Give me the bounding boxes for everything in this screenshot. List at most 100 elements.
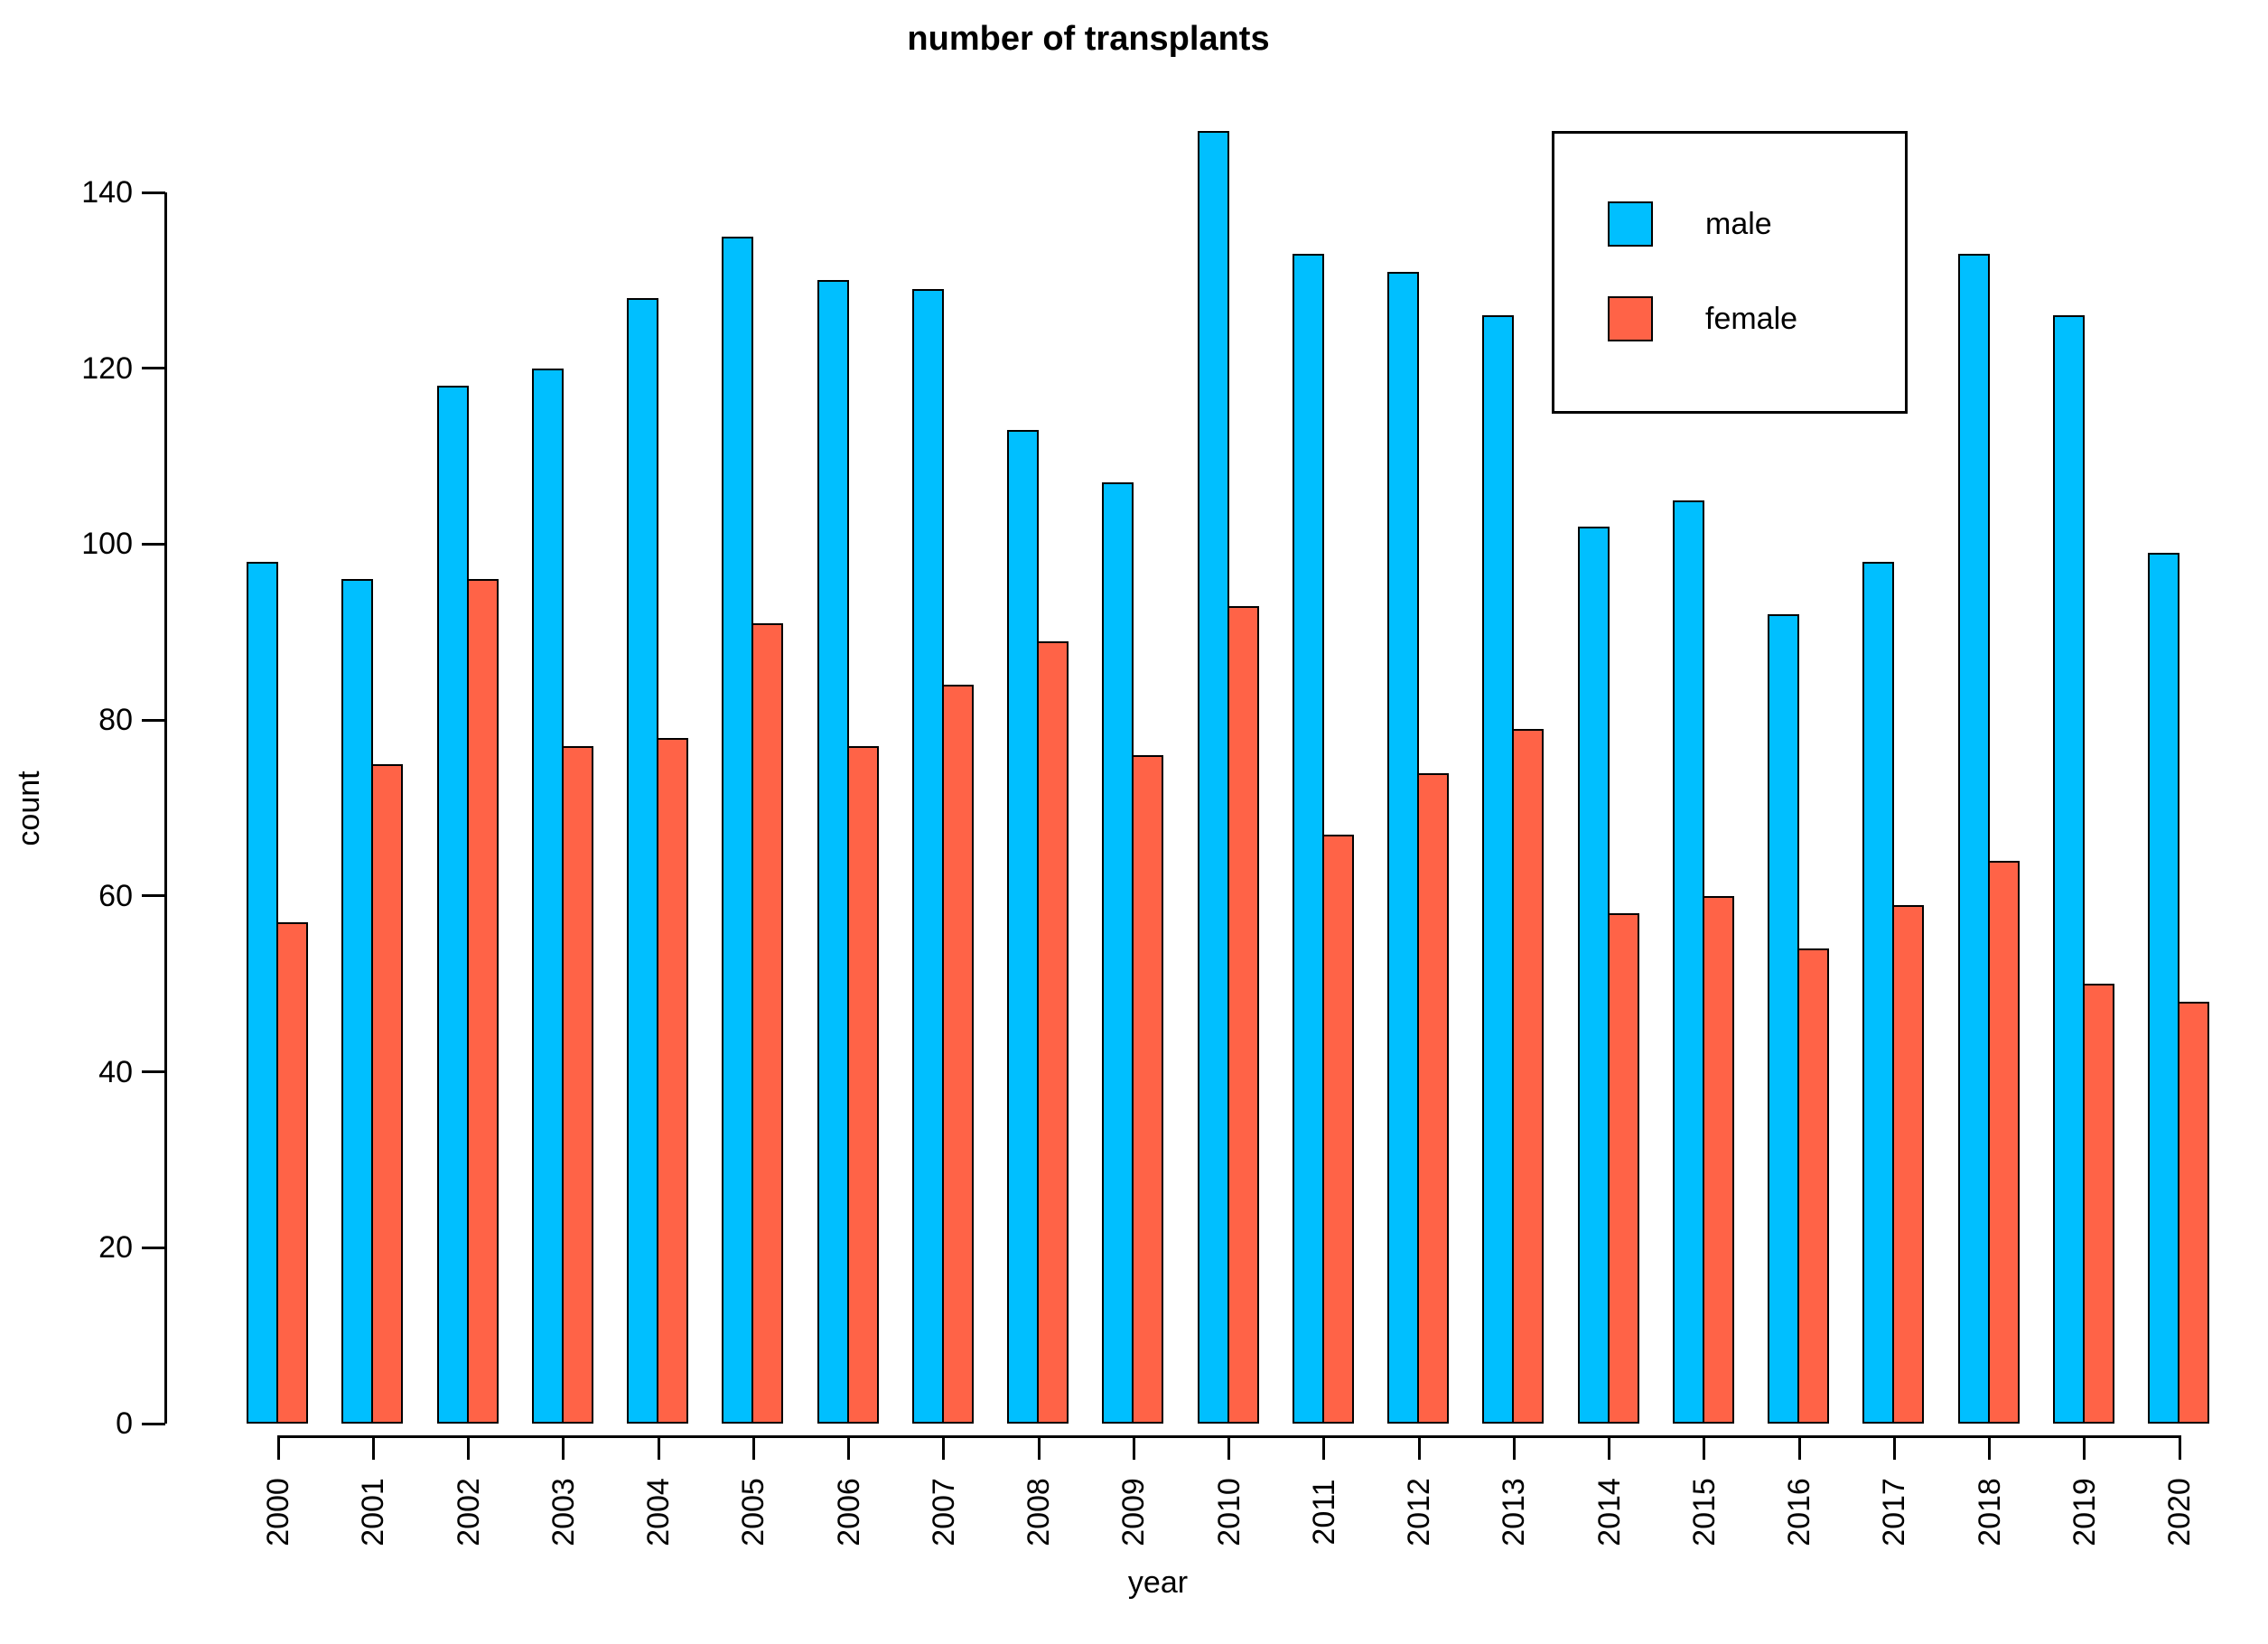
bar-male-2002 <box>436 386 469 1424</box>
bar-male-2018 <box>1957 254 1990 1424</box>
x-tick-label-2015: 2015 <box>1686 1478 1722 1546</box>
x-tick-label-2014: 2014 <box>1591 1478 1627 1546</box>
x-tick <box>942 1435 946 1460</box>
y-axis-line <box>164 192 167 1424</box>
bar-female-2011 <box>1321 834 1354 1424</box>
y-axis-title: count <box>12 771 46 846</box>
x-tick-label-2004: 2004 <box>641 1478 676 1546</box>
x-tick <box>2083 1435 2086 1460</box>
y-tick-label: 0 <box>116 1406 133 1441</box>
y-tick <box>142 1422 165 1425</box>
bar-female-2016 <box>1797 948 1829 1424</box>
legend-swatch-female <box>1608 296 1653 341</box>
bar-male-2001 <box>341 579 374 1424</box>
x-tick-label-2018: 2018 <box>1972 1478 2007 1546</box>
bar-male-2020 <box>2148 553 2179 1424</box>
x-tick-label-2019: 2019 <box>2067 1478 2102 1546</box>
x-tick-label-2008: 2008 <box>1022 1478 1056 1546</box>
bar-female-2017 <box>1892 904 1925 1424</box>
bar-male-2006 <box>817 280 849 1424</box>
bar-male-2017 <box>1862 561 1895 1424</box>
x-tick <box>467 1435 470 1460</box>
x-tick-label-2011: 2011 <box>1306 1479 1341 1546</box>
x-tick <box>1608 1435 1610 1460</box>
bar-male-2013 <box>1482 315 1515 1424</box>
x-tick-label-2006: 2006 <box>831 1478 866 1546</box>
x-tick-label-2002: 2002 <box>451 1478 486 1546</box>
bar-male-2010 <box>1197 130 1229 1424</box>
x-tick-label-2013: 2013 <box>1497 1478 1532 1546</box>
y-tick-label: 40 <box>98 1054 133 1089</box>
y-tick <box>142 718 165 722</box>
x-tick <box>1227 1435 1230 1460</box>
bar-female-2009 <box>1132 755 1164 1424</box>
bar-female-2013 <box>1512 728 1545 1424</box>
x-tick <box>1417 1435 1421 1460</box>
x-tick <box>1703 1435 1706 1460</box>
x-tick-label-2010: 2010 <box>1211 1478 1246 1546</box>
x-tick-label-2000: 2000 <box>261 1478 295 1546</box>
legend-label-male: male <box>1705 207 1772 241</box>
bar-male-2014 <box>1577 527 1610 1424</box>
bar-female-2019 <box>2082 984 2114 1424</box>
x-tick <box>1037 1435 1041 1460</box>
bar-male-2008 <box>1007 429 1039 1424</box>
y-tick-label: 20 <box>98 1230 133 1266</box>
y-tick-label: 60 <box>98 878 133 913</box>
bar-male-2007 <box>911 289 944 1424</box>
x-tick <box>1132 1435 1135 1460</box>
bar-male-2003 <box>531 368 564 1424</box>
y-tick <box>142 367 165 370</box>
bar-female-2007 <box>941 685 974 1424</box>
y-tick <box>142 1246 165 1249</box>
x-tick-label-2012: 2012 <box>1402 1478 1436 1546</box>
x-tick-label-2009: 2009 <box>1116 1478 1152 1546</box>
bar-male-2000 <box>247 561 278 1424</box>
x-axis-title: year <box>1127 1565 1189 1600</box>
x-tick-label-2003: 2003 <box>546 1478 581 1546</box>
bar-female-2004 <box>657 737 688 1424</box>
y-tick-label: 120 <box>81 350 133 386</box>
x-tick <box>1892 1435 1896 1460</box>
x-tick <box>1988 1435 1991 1460</box>
bar-female-2010 <box>1227 605 1259 1424</box>
bar-male-2012 <box>1387 271 1419 1424</box>
bar-female-2003 <box>561 746 593 1424</box>
bar-male-2016 <box>1768 614 1799 1424</box>
bar-female-2008 <box>1037 640 1069 1424</box>
bar-male-2011 <box>1292 254 1324 1424</box>
y-tick-label: 80 <box>98 703 133 738</box>
y-tick-label: 140 <box>81 175 133 210</box>
x-tick-label-2016: 2016 <box>1782 1478 1816 1546</box>
chart-title: number of transplants <box>907 20 1270 58</box>
x-tick-label-2001: 2001 <box>356 1478 391 1546</box>
x-tick <box>562 1435 565 1460</box>
bar-female-2020 <box>2178 1001 2209 1424</box>
x-tick <box>847 1435 850 1460</box>
x-tick <box>657 1435 660 1460</box>
x-tick-label-2017: 2017 <box>1877 1478 1912 1546</box>
bar-female-2002 <box>466 579 499 1424</box>
x-tick-label-2005: 2005 <box>736 1478 771 1546</box>
bar-female-2005 <box>751 623 784 1424</box>
legend-label-female: female <box>1705 302 1798 336</box>
bar-male-2004 <box>627 297 658 1424</box>
legend-swatch-male <box>1608 201 1653 247</box>
x-tick <box>1512 1435 1516 1460</box>
x-tick <box>276 1435 280 1460</box>
bar-female-2015 <box>1702 895 1734 1424</box>
bar-male-2015 <box>1672 500 1704 1424</box>
legend: male female <box>1552 131 1908 414</box>
bar-female-2001 <box>371 763 404 1424</box>
bar-male-2005 <box>722 236 754 1424</box>
bar-female-2014 <box>1607 913 1639 1424</box>
y-tick <box>142 1070 165 1074</box>
x-tick <box>1797 1435 1801 1460</box>
bar-female-2006 <box>846 746 879 1424</box>
x-tick-label-2007: 2007 <box>926 1478 961 1546</box>
y-tick <box>142 542 165 546</box>
x-tick <box>751 1435 755 1460</box>
x-tick <box>1322 1435 1326 1460</box>
bar-female-2000 <box>276 922 308 1424</box>
